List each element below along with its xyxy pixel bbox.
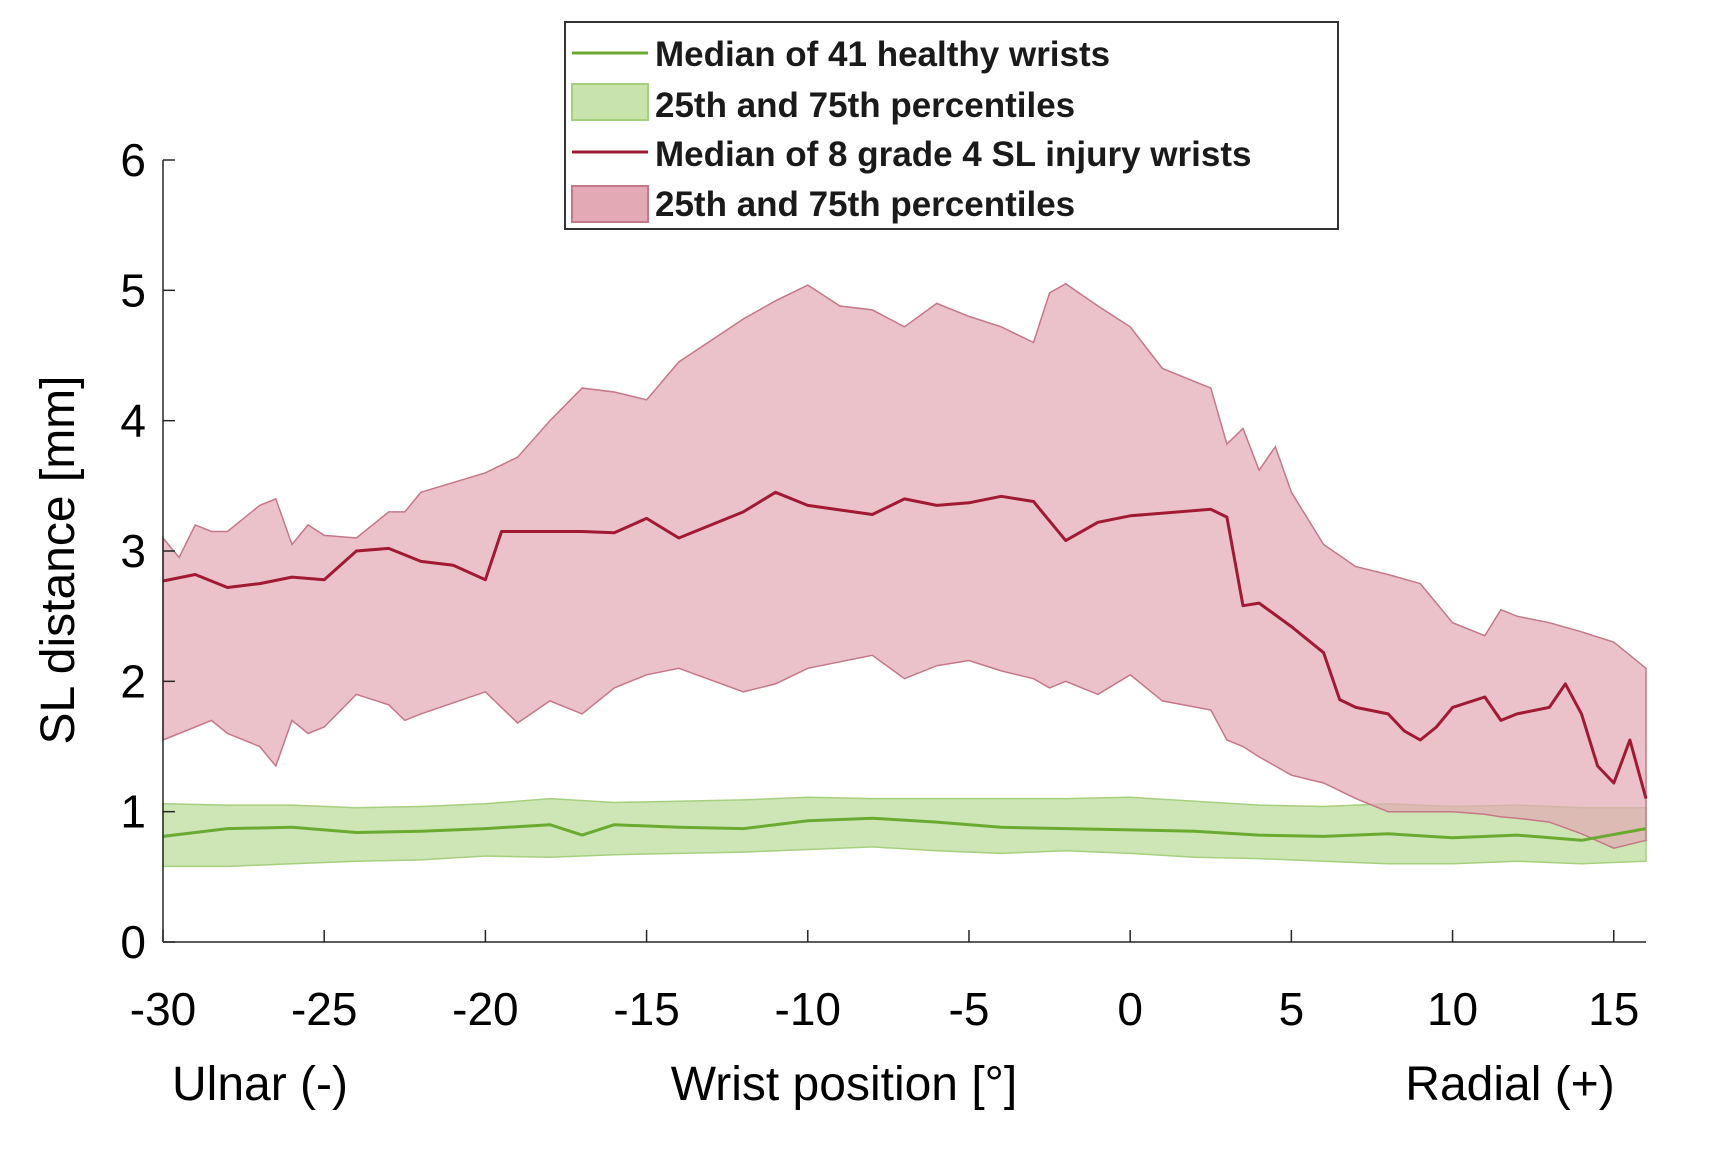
- x-tick-label: -5: [949, 983, 990, 1035]
- y-tick-label: 6: [120, 134, 146, 186]
- median-lines: [162, 490, 1648, 842]
- y-tick-label: 0: [120, 916, 146, 968]
- x-axis-title: Wrist position [°]: [671, 1058, 1017, 1111]
- y-tick-label: 5: [120, 264, 146, 316]
- legend-label-healthy-median: Median of 41 healthy wrists: [655, 35, 1110, 74]
- healthy-median-line: [162, 816, 1647, 842]
- x-tick-label: -10: [775, 983, 841, 1035]
- x-tick-label: 10: [1427, 983, 1478, 1035]
- x-tick-label: 5: [1279, 983, 1305, 1035]
- x-tick-label: -15: [613, 983, 679, 1035]
- legend-label-injury-percentiles: 25th and 75th percentiles: [655, 185, 1075, 224]
- x-tick-label: 15: [1588, 983, 1639, 1035]
- x-tick-labels: -30 -25 -20 -15 -10 -5 0 5 10 15: [130, 983, 1640, 1035]
- injury-median-line: [162, 490, 1648, 799]
- legend-box: [564, 21, 1339, 230]
- injury-percentile-band: [162, 282, 1647, 849]
- legend-label-injury-median: Median of 8 grade 4 SL injury wrists: [655, 135, 1251, 174]
- legend-label-healthy-percentiles: 25th and 75th percentiles: [655, 86, 1075, 125]
- axes: [162, 159, 1646, 943]
- legend-swatch-healthy-percentiles: [571, 83, 649, 121]
- x-axis-label-left: Ulnar (-): [172, 1058, 348, 1111]
- healthy-percentile-band: [162, 796, 1647, 868]
- x-axis-label-right: Radial (+): [1405, 1058, 1614, 1111]
- y-tick-label: 3: [120, 525, 146, 577]
- legend: Median of 41 healthy wrists 25th and 75t…: [564, 21, 1339, 230]
- y-tick-label: 1: [120, 786, 146, 838]
- x-tick-label: -30: [130, 983, 196, 1035]
- y-axis-title: SL distance [mm]: [32, 375, 85, 744]
- x-tick-label: -25: [291, 983, 357, 1035]
- y-tick-labels: 0 1 2 3 4 5 6: [120, 134, 146, 968]
- y-tick-label: 2: [120, 655, 146, 707]
- x-tick-label: 0: [1117, 983, 1143, 1035]
- x-tick-label: -20: [452, 983, 518, 1035]
- legend-swatch-injury-percentiles: [571, 185, 649, 223]
- y-tick-label: 4: [120, 395, 146, 447]
- percentile-bands: [162, 282, 1647, 868]
